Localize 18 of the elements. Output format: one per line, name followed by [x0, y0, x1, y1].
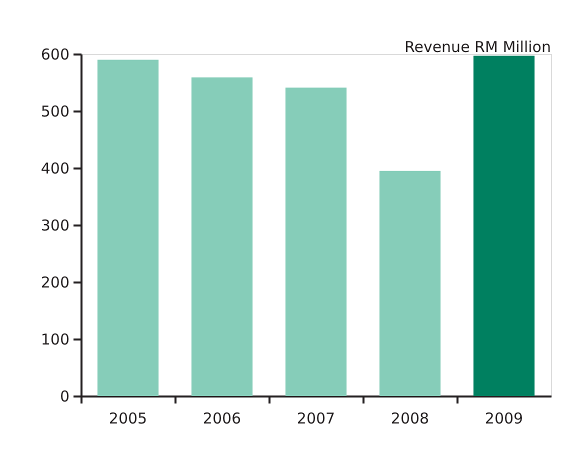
y-tick-label: 200: [40, 274, 70, 292]
bar: [379, 170, 441, 396]
chart-title: Revenue RM Million: [404, 38, 551, 56]
bar: [191, 77, 253, 396]
x-tick-label: 2005: [108, 410, 148, 428]
x-tick-label: 2006: [202, 410, 242, 428]
x-tick-label: 2007: [296, 410, 336, 428]
bar: [97, 60, 159, 396]
bar: [285, 88, 347, 396]
y-tick-label: 100: [40, 330, 70, 348]
y-tick-label: 600: [40, 46, 70, 64]
y-tick-label: 300: [40, 216, 70, 234]
y-tick-label: 400: [40, 160, 70, 178]
y-tick-label: 500: [40, 102, 70, 120]
x-tick-label: 2008: [390, 410, 430, 428]
x-tick-label: 2009: [484, 410, 524, 428]
bar: [473, 56, 535, 396]
y-tick-label: 0: [60, 388, 70, 406]
